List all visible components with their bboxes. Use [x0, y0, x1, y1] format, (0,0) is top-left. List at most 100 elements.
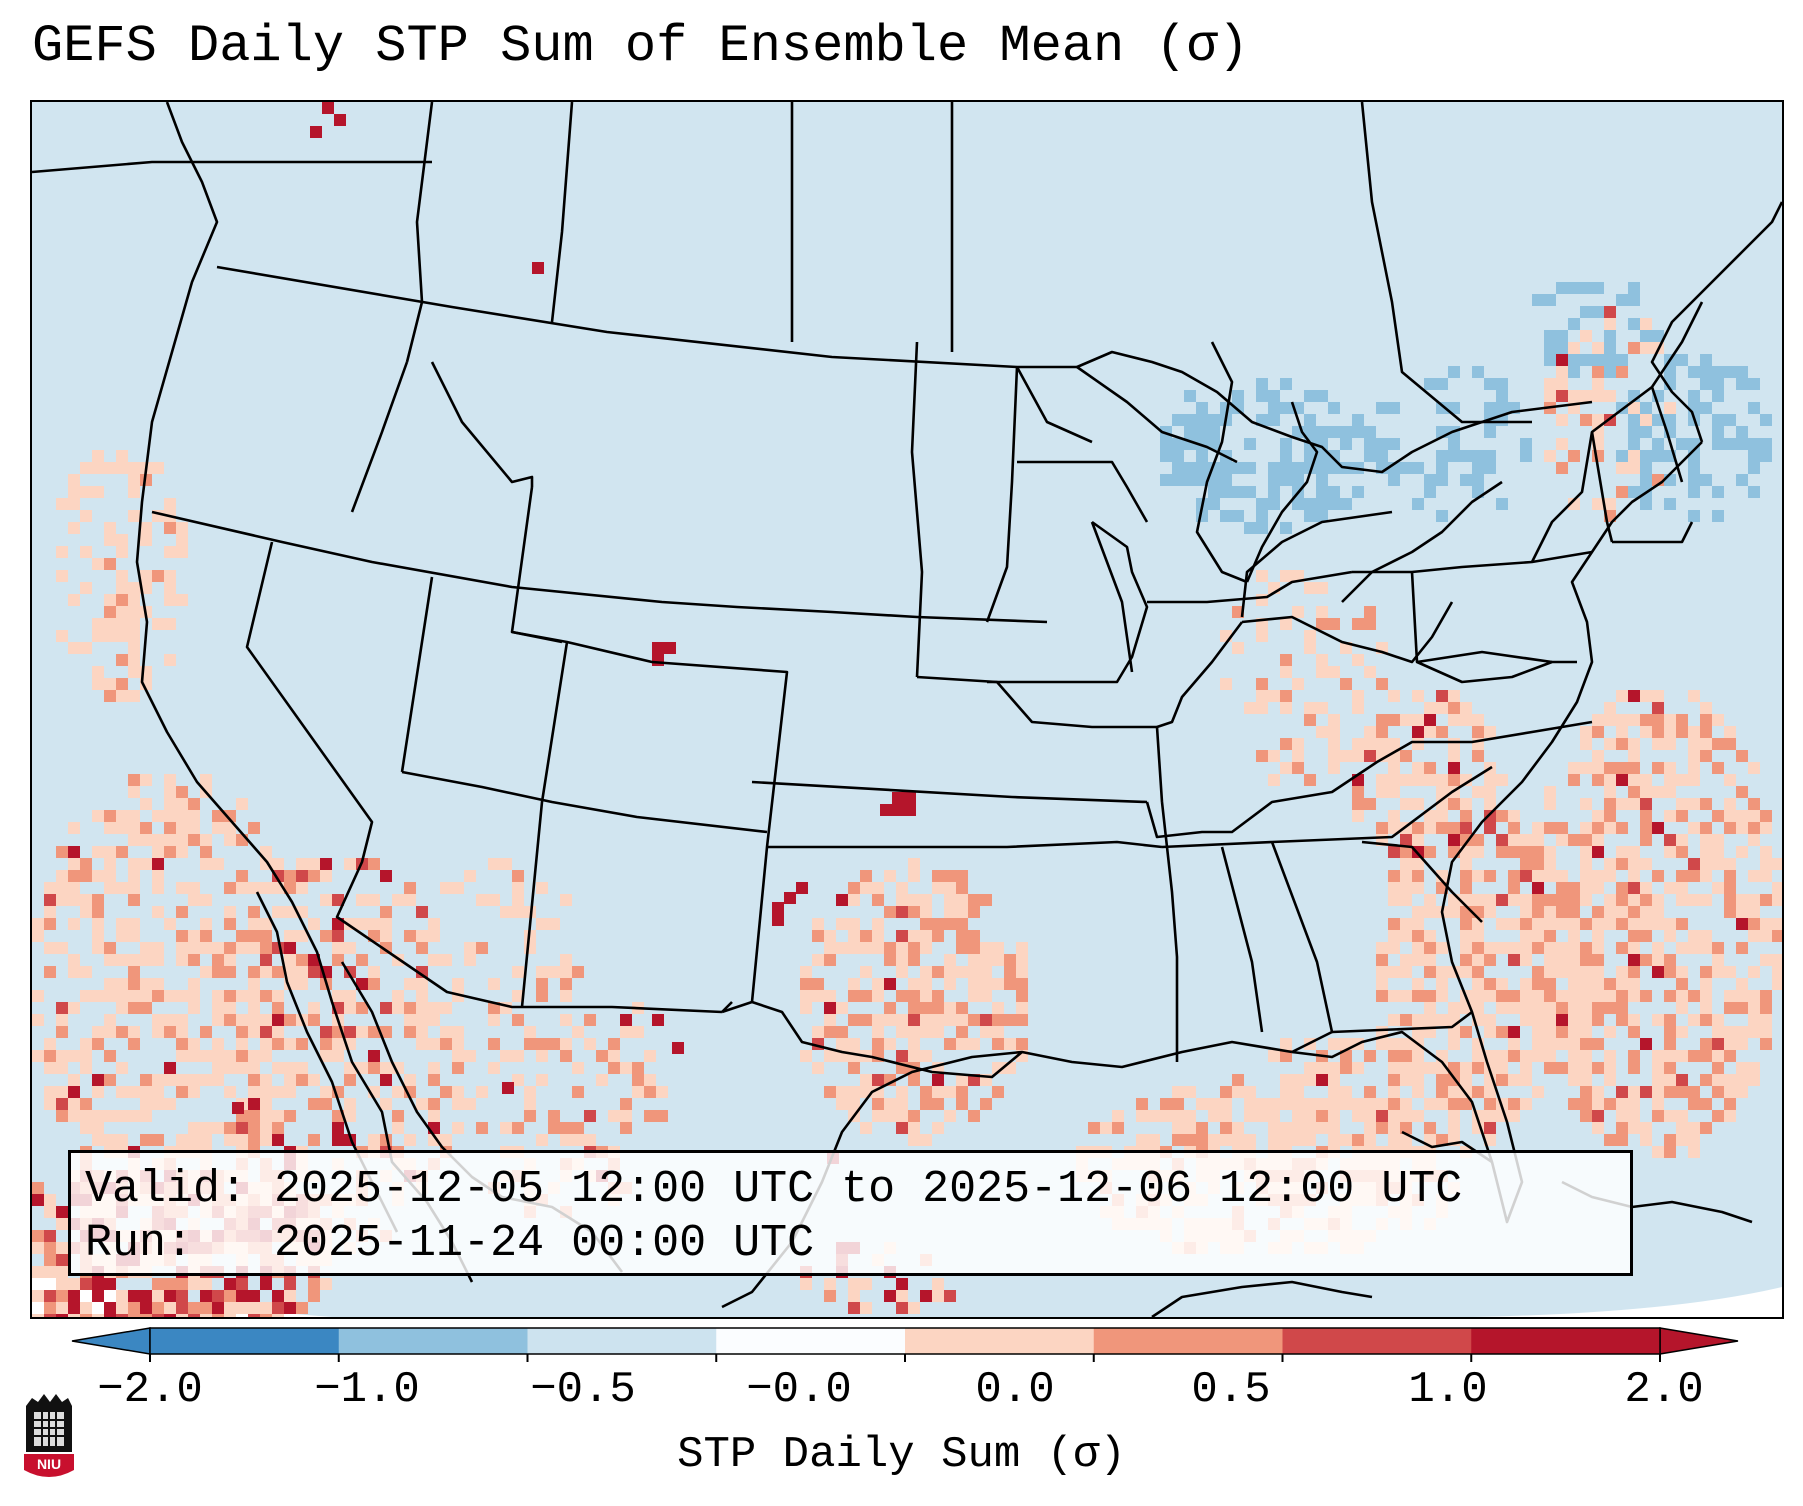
- anomaly-cell: [176, 990, 188, 1002]
- anomaly-cell: [1112, 1110, 1124, 1122]
- anomaly-cell: [1472, 750, 1484, 762]
- anomaly-cell: [1592, 1002, 1604, 1014]
- map-panel[interactable]: [30, 100, 1784, 1319]
- anomaly-cell: [1376, 678, 1388, 690]
- anomaly-cell: [128, 1314, 140, 1317]
- anomaly-cell: [380, 906, 392, 918]
- anomaly-cell: [116, 990, 128, 1002]
- anomaly-cell: [1520, 1014, 1532, 1026]
- anomaly-cell: [1376, 402, 1388, 414]
- anomaly-cell: [152, 1086, 164, 1098]
- anomaly-cell: [1724, 1038, 1736, 1050]
- anomaly-cell: [1400, 1050, 1412, 1062]
- anomaly-cell: [1460, 474, 1472, 486]
- colorbar-tick-label: 0.5: [1191, 1365, 1271, 1415]
- anomaly-cell: [536, 1050, 548, 1062]
- anomaly-cell: [32, 1194, 44, 1206]
- anomaly-cell: [164, 1062, 176, 1074]
- anomaly-cell: [248, 1014, 260, 1026]
- anomaly-cell: [1544, 858, 1556, 870]
- anomaly-cell: [512, 894, 524, 906]
- anomaly-cell: [1436, 990, 1448, 1002]
- colorbar-extend-low: [71, 1327, 151, 1355]
- anomaly-cell: [1748, 1002, 1760, 1014]
- anomaly-cell: [200, 1074, 212, 1086]
- anomaly-cell: [212, 1290, 224, 1302]
- anomaly-cell: [1400, 882, 1412, 894]
- anomaly-cell: [1544, 354, 1556, 366]
- anomaly-cell: [1328, 738, 1340, 750]
- anomaly-cell: [440, 1002, 452, 1014]
- anomaly-cell: [1604, 1098, 1616, 1110]
- anomaly-cell: [392, 1002, 404, 1014]
- anomaly-cell: [896, 966, 908, 978]
- anomaly-cell: [104, 1302, 116, 1314]
- anomaly-cell: [1688, 774, 1700, 786]
- anomaly-cell: [92, 846, 104, 858]
- anomaly-cell: [1628, 1086, 1640, 1098]
- anomaly-cell: [1328, 1074, 1340, 1086]
- anomaly-cell: [1004, 966, 1016, 978]
- anomaly-cell: [104, 882, 116, 894]
- anomaly-cell: [1256, 1098, 1268, 1110]
- anomaly-cell: [1304, 1062, 1316, 1074]
- anomaly-cell: [1400, 774, 1412, 786]
- anomaly-cell: [332, 1134, 344, 1146]
- anomaly-cell: [1664, 366, 1676, 378]
- anomaly-cell: [1004, 1038, 1016, 1050]
- anomaly-cell: [320, 858, 332, 870]
- anomaly-cell: [32, 1290, 44, 1302]
- anomaly-cell: [1448, 402, 1460, 414]
- anomaly-cell: [836, 1086, 848, 1098]
- anomaly-cell: [1628, 738, 1640, 750]
- anomaly-cell: [152, 942, 164, 954]
- valid-time-text: Valid: 2025-12-05 12:00 UTC to 2025-12-0…: [85, 1164, 1463, 1215]
- anomaly-cell: [1640, 810, 1652, 822]
- anomaly-cell: [1640, 342, 1652, 354]
- anomaly-cell: [932, 1074, 944, 1086]
- anomaly-cell: [44, 1194, 56, 1206]
- anomaly-cell: [44, 918, 56, 930]
- anomaly-cell: [284, 1110, 296, 1122]
- anomaly-cell: [1376, 786, 1388, 798]
- anomaly-cell: [188, 978, 200, 990]
- anomaly-cell: [1628, 978, 1640, 990]
- anomaly-cell: [968, 990, 980, 1002]
- anomaly-cell: [68, 1002, 80, 1014]
- anomaly-cell: [296, 870, 308, 882]
- anomaly-cell: [1196, 450, 1208, 462]
- anomaly-cell: [1580, 822, 1592, 834]
- anomaly-cell: [596, 1074, 608, 1086]
- anomaly-cell: [1616, 882, 1628, 894]
- anomaly-cell: [1472, 1062, 1484, 1074]
- anomaly-cell: [1760, 1026, 1772, 1038]
- anomaly-cell: [476, 1122, 488, 1134]
- anomaly-cell: [932, 1278, 944, 1290]
- anomaly-cell: [1400, 1110, 1412, 1122]
- anomaly-cell: [152, 846, 164, 858]
- anomaly-cell: [1628, 762, 1640, 774]
- anomaly-cell: [1328, 762, 1340, 774]
- anomaly-cell: [908, 1302, 920, 1314]
- anomaly-cell: [1508, 882, 1520, 894]
- anomaly-cell: [1460, 798, 1472, 810]
- anomaly-cell: [1556, 834, 1568, 846]
- anomaly-cell: [1532, 942, 1544, 954]
- anomaly-cell: [140, 570, 152, 582]
- anomaly-cell: [164, 1314, 176, 1317]
- anomaly-cell: [1520, 846, 1532, 858]
- anomaly-cell: [176, 1026, 188, 1038]
- anomaly-cell: [1280, 1050, 1292, 1062]
- anomaly-cell: [92, 486, 104, 498]
- anomaly-cell: [164, 1098, 176, 1110]
- anomaly-cell: [368, 1134, 380, 1146]
- anomaly-cell: [1400, 930, 1412, 942]
- anomaly-cell: [1364, 798, 1376, 810]
- anomaly-cell: [1592, 1110, 1604, 1122]
- anomaly-cell: [1496, 978, 1508, 990]
- anomaly-cell: [1412, 738, 1424, 750]
- anomaly-cell: [356, 954, 368, 966]
- anomaly-cell: [176, 942, 188, 954]
- anomaly-cell: [1712, 510, 1724, 522]
- anomaly-cell: [296, 882, 308, 894]
